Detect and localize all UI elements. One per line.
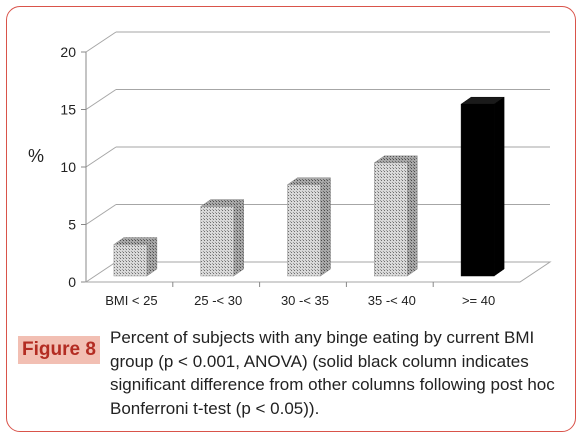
bar — [286, 177, 332, 277]
bar-side — [233, 199, 244, 277]
y-tick-label: 10 — [60, 159, 76, 175]
bar — [199, 199, 245, 277]
x-tick-label: 30 -< 35 — [281, 293, 329, 308]
x-tick-label: >= 40 — [462, 293, 495, 308]
bar-front — [113, 244, 148, 277]
y-tick-label: 5 — [68, 217, 76, 233]
bar — [373, 155, 419, 277]
bar-front — [374, 162, 408, 277]
gridline-slant — [85, 146, 117, 168]
ticks-layer: 0 5 10 15 20 BMI < 25 25 -< 30 30 -< 35 35 -< 40… — [60, 44, 495, 308]
bar-side — [493, 96, 505, 277]
bars-layer — [113, 96, 505, 277]
y-tick-label: 20 — [60, 44, 76, 60]
bar-front — [200, 206, 234, 277]
y-tick-label: 15 — [60, 102, 76, 118]
caption-text: Percent of subjects with any binge eatin… — [110, 328, 555, 418]
y-tick-label: 0 — [68, 274, 76, 290]
bar — [460, 96, 505, 277]
floor — [84, 261, 552, 283]
figure-label: Figure 8 — [18, 336, 100, 364]
bar-chart: 0 5 10 15 20 BMI < 25 25 -< 30 30 -< 35 35 -< 40… — [28, 31, 552, 308]
gridline-slant — [85, 89, 117, 110]
x-tick-label: 25 -< 30 — [194, 293, 242, 308]
y-axis-label: % — [28, 146, 44, 166]
figure-caption: Figure 8 Percent of subjects with any bi… — [18, 322, 566, 428]
bar-side — [320, 177, 331, 277]
bar — [113, 237, 158, 277]
bar-front — [287, 184, 321, 277]
axis-layer — [81, 51, 552, 287]
x-tick-label: 35 -< 40 — [368, 293, 416, 308]
bar-side — [407, 155, 418, 277]
bar-front — [460, 103, 495, 277]
x-tick-label: BMI < 25 — [105, 293, 157, 308]
gridline-slant — [85, 31, 117, 53]
gridline-slant — [85, 204, 117, 225]
